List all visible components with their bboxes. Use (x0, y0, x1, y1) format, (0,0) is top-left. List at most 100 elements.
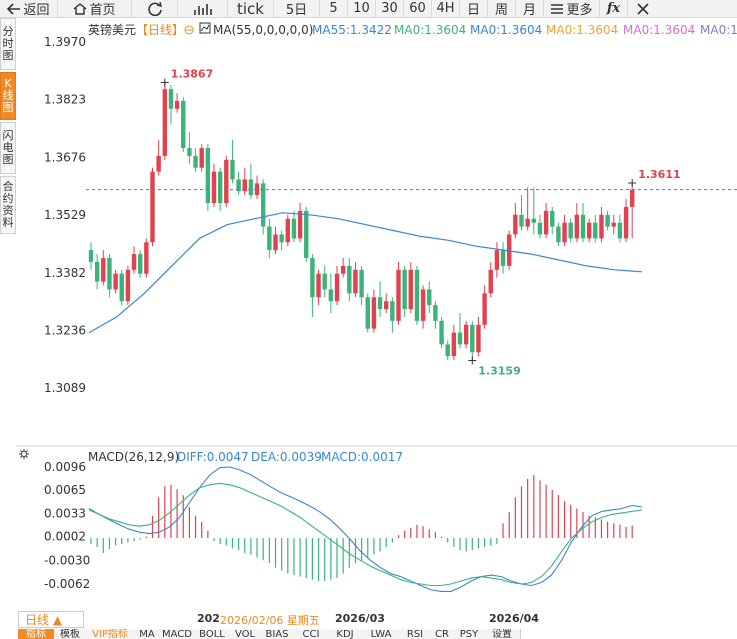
period-button-6[interactable]: 日 (460, 0, 488, 17)
candle-body (445, 344, 450, 357)
candle-body (101, 258, 106, 282)
candle-body (433, 305, 438, 321)
candle-body (537, 222, 543, 235)
candle-body (371, 297, 377, 329)
candle-body (187, 148, 192, 156)
ma-value-4: MA0:1.3604 (623, 23, 695, 37)
indicator-tab-8[interactable]: CCI (294, 629, 329, 639)
indicator-tab-7[interactable]: BIAS (260, 629, 295, 639)
period-button-5[interactable]: 4H (432, 0, 460, 17)
period-button-0[interactable]: 5日 (274, 0, 320, 17)
sidebar-tab-0[interactable]: 分时图 (0, 18, 16, 70)
indicator-tab-13[interactable]: PSY (454, 629, 485, 639)
candle-body (119, 273, 124, 302)
macd-tick-label: 0.0002 (44, 530, 86, 544)
period-button-4[interactable]: 60 (404, 0, 432, 17)
candle-body (439, 320, 444, 345)
sidebar-tab-3[interactable]: 合约资料 (0, 176, 16, 234)
indicator-tab-0[interactable]: 指标 (18, 629, 55, 639)
indicator-tab-1[interactable]: 模板 (54, 629, 87, 639)
back-button[interactable]: 返回 (0, 0, 58, 17)
period-button-7[interactable]: 周 (488, 0, 516, 17)
indicator-tab-14[interactable]: 设置 (484, 629, 521, 639)
home-button[interactable]: 首页 (58, 0, 132, 17)
home-icon (73, 2, 87, 15)
dea-line (88, 482, 643, 587)
formula-button[interactable]: fx (600, 0, 628, 17)
price-tick-label: 1.3529 (44, 208, 86, 222)
candle-body (365, 297, 370, 329)
close-button[interactable] (628, 0, 658, 17)
macd-value-0: DIFF:0.0047 (177, 450, 249, 464)
settings-icon[interactable] (184, 25, 194, 35)
candle-body (599, 214, 604, 239)
macd-tick-label: 0.0033 (44, 507, 86, 521)
indicator-tab-2[interactable]: VIP指标 (86, 629, 135, 639)
symbol-name: 英镑美元 (88, 22, 136, 37)
indicator-tab-10[interactable]: LWA (362, 629, 401, 639)
sidebar-tab-1[interactable]: K线图 (0, 72, 16, 120)
ma-value-1: MA0:1.3604 (394, 23, 466, 37)
indicator-icon[interactable] (199, 22, 211, 34)
price-annotation-last: 1.3611 (638, 168, 680, 181)
home-button-label: 首页 (89, 3, 116, 17)
candle-body (193, 155, 198, 168)
chart-type-button[interactable] (178, 0, 228, 17)
candle-body (261, 183, 266, 227)
indicator-tab-9[interactable]: KDJ (328, 629, 363, 639)
candle-body (586, 222, 592, 239)
candle-body (297, 210, 303, 239)
period-label: 5日 (285, 3, 308, 17)
period-label: 10 (353, 1, 370, 16)
macd-settings-icon[interactable] (19, 449, 29, 459)
candle-body (617, 222, 623, 239)
indicator-tab-5[interactable]: BOLL (194, 629, 231, 639)
candle-body (494, 250, 500, 270)
candle-body (390, 301, 395, 321)
ma55-line (88, 212, 643, 334)
candle-body (414, 269, 420, 321)
ma-value-3: MA0:1.3604 (546, 23, 618, 37)
ma-value-2: MA0:1.3604 (470, 23, 542, 37)
refresh-button[interactable] (132, 0, 178, 17)
candle-body (304, 210, 309, 259)
indicator-tab-12[interactable]: CR (430, 629, 455, 639)
candle-body (427, 289, 432, 306)
tick-button[interactable]: tick (228, 0, 274, 17)
macd-value-1: DEA:0.0039 (251, 450, 322, 464)
period-button-1[interactable]: 5 (320, 0, 348, 17)
period-select-button[interactable]: 日线 ▲ (18, 611, 84, 628)
period-label: 周 (494, 3, 508, 17)
indicator-tab-4[interactable]: MACD (160, 629, 195, 639)
kline-chart: 1.3970 1.3823 1.3676 1.3529 1.3382 1.3236 1.30… (16, 22, 737, 592)
candle-body (507, 234, 512, 266)
candle-body (174, 100, 180, 109)
candle-body (519, 214, 524, 227)
ma-value-0: MA55:1.3422 (312, 23, 392, 37)
candle-body (574, 214, 580, 239)
macd-tick-label: -0.0030 (44, 553, 90, 567)
candle-body (482, 293, 487, 325)
period-label: 30 (381, 1, 398, 16)
candle-body (131, 254, 137, 270)
candle-body (273, 234, 278, 251)
candle-body (236, 179, 241, 192)
sidebar-tab-2[interactable]: 闪电图 (0, 122, 16, 174)
candle-body (525, 218, 530, 227)
period-button-2[interactable]: 10 (348, 0, 376, 17)
candle-body (242, 179, 247, 192)
candle-body (488, 269, 493, 294)
indicator-tab-6[interactable]: VOL (230, 629, 261, 639)
period-button-3[interactable]: 30 (376, 0, 404, 17)
candle-body (94, 261, 100, 282)
indicator-tab-3[interactable]: MA (134, 629, 161, 639)
price-annotation-high: 1.3867 (171, 67, 213, 80)
more-button[interactable]: 更多 (544, 0, 600, 17)
candle-body (384, 301, 389, 310)
period-button-8[interactable]: 月 (516, 0, 544, 17)
indicator-tab-11[interactable]: RSI (400, 629, 431, 639)
candle-body (248, 179, 254, 196)
view-sidebar: 分时图 K线图闪电图合约资料 (0, 18, 16, 618)
candle-body (568, 222, 573, 239)
refresh-icon (147, 1, 163, 16)
